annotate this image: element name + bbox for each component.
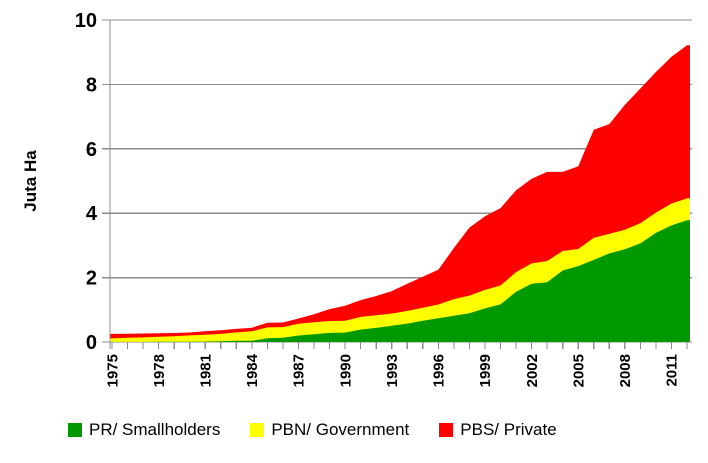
- legend-swatch-yellow: [250, 423, 265, 437]
- y-tick-label: 2: [86, 268, 97, 290]
- legend-item-pr-smallholders: PR/ Smallholders: [68, 420, 220, 440]
- x-tick-label: 1993: [384, 354, 401, 387]
- x-tick-label: 1999: [477, 354, 494, 387]
- x-tick-label: 2002: [524, 354, 541, 387]
- x-tick-label: 1990: [337, 354, 354, 387]
- x-tick-label: 1981: [197, 354, 214, 387]
- legend: PR/ Smallholders PBN/ Government PBS/ Pr…: [0, 420, 708, 440]
- legend-label-pr-smallholders: PR/ Smallholders: [89, 420, 221, 439]
- x-tick-label: 1987: [291, 354, 308, 387]
- y-tick-label: 0: [86, 332, 97, 354]
- x-tick-label: 2005: [570, 354, 587, 387]
- legend-label-pbn-government: PBN/ Government: [271, 420, 410, 439]
- legend-label-pbs-private: PBS/ Private: [460, 420, 557, 439]
- y-tick-label: 8: [86, 74, 97, 96]
- x-tick-label: 2008: [617, 354, 634, 387]
- x-tick-label: 1978: [151, 354, 168, 387]
- area-series-0: [110, 220, 690, 342]
- x-tick-label: 1996: [431, 354, 448, 387]
- legend-item-pbn-government: PBN/ Government: [250, 420, 409, 440]
- legend-swatch-red: [439, 423, 454, 437]
- legend-swatch-green: [68, 423, 82, 437]
- x-tick-label: 2011: [664, 354, 681, 387]
- x-tick-label: 1984: [244, 353, 261, 387]
- y-tick-label: 10: [75, 10, 97, 32]
- x-tick-label: 1975: [104, 354, 121, 387]
- y-tick-label: 6: [86, 139, 97, 161]
- y-tick-label: 4: [86, 203, 98, 225]
- plot-area: 0 2 4 6 8 10 1975 1978 1981 1984 1987 1990 1993 1996 1…: [75, 10, 692, 387]
- legend-item-pbs-private: PBS/ Private: [439, 420, 557, 440]
